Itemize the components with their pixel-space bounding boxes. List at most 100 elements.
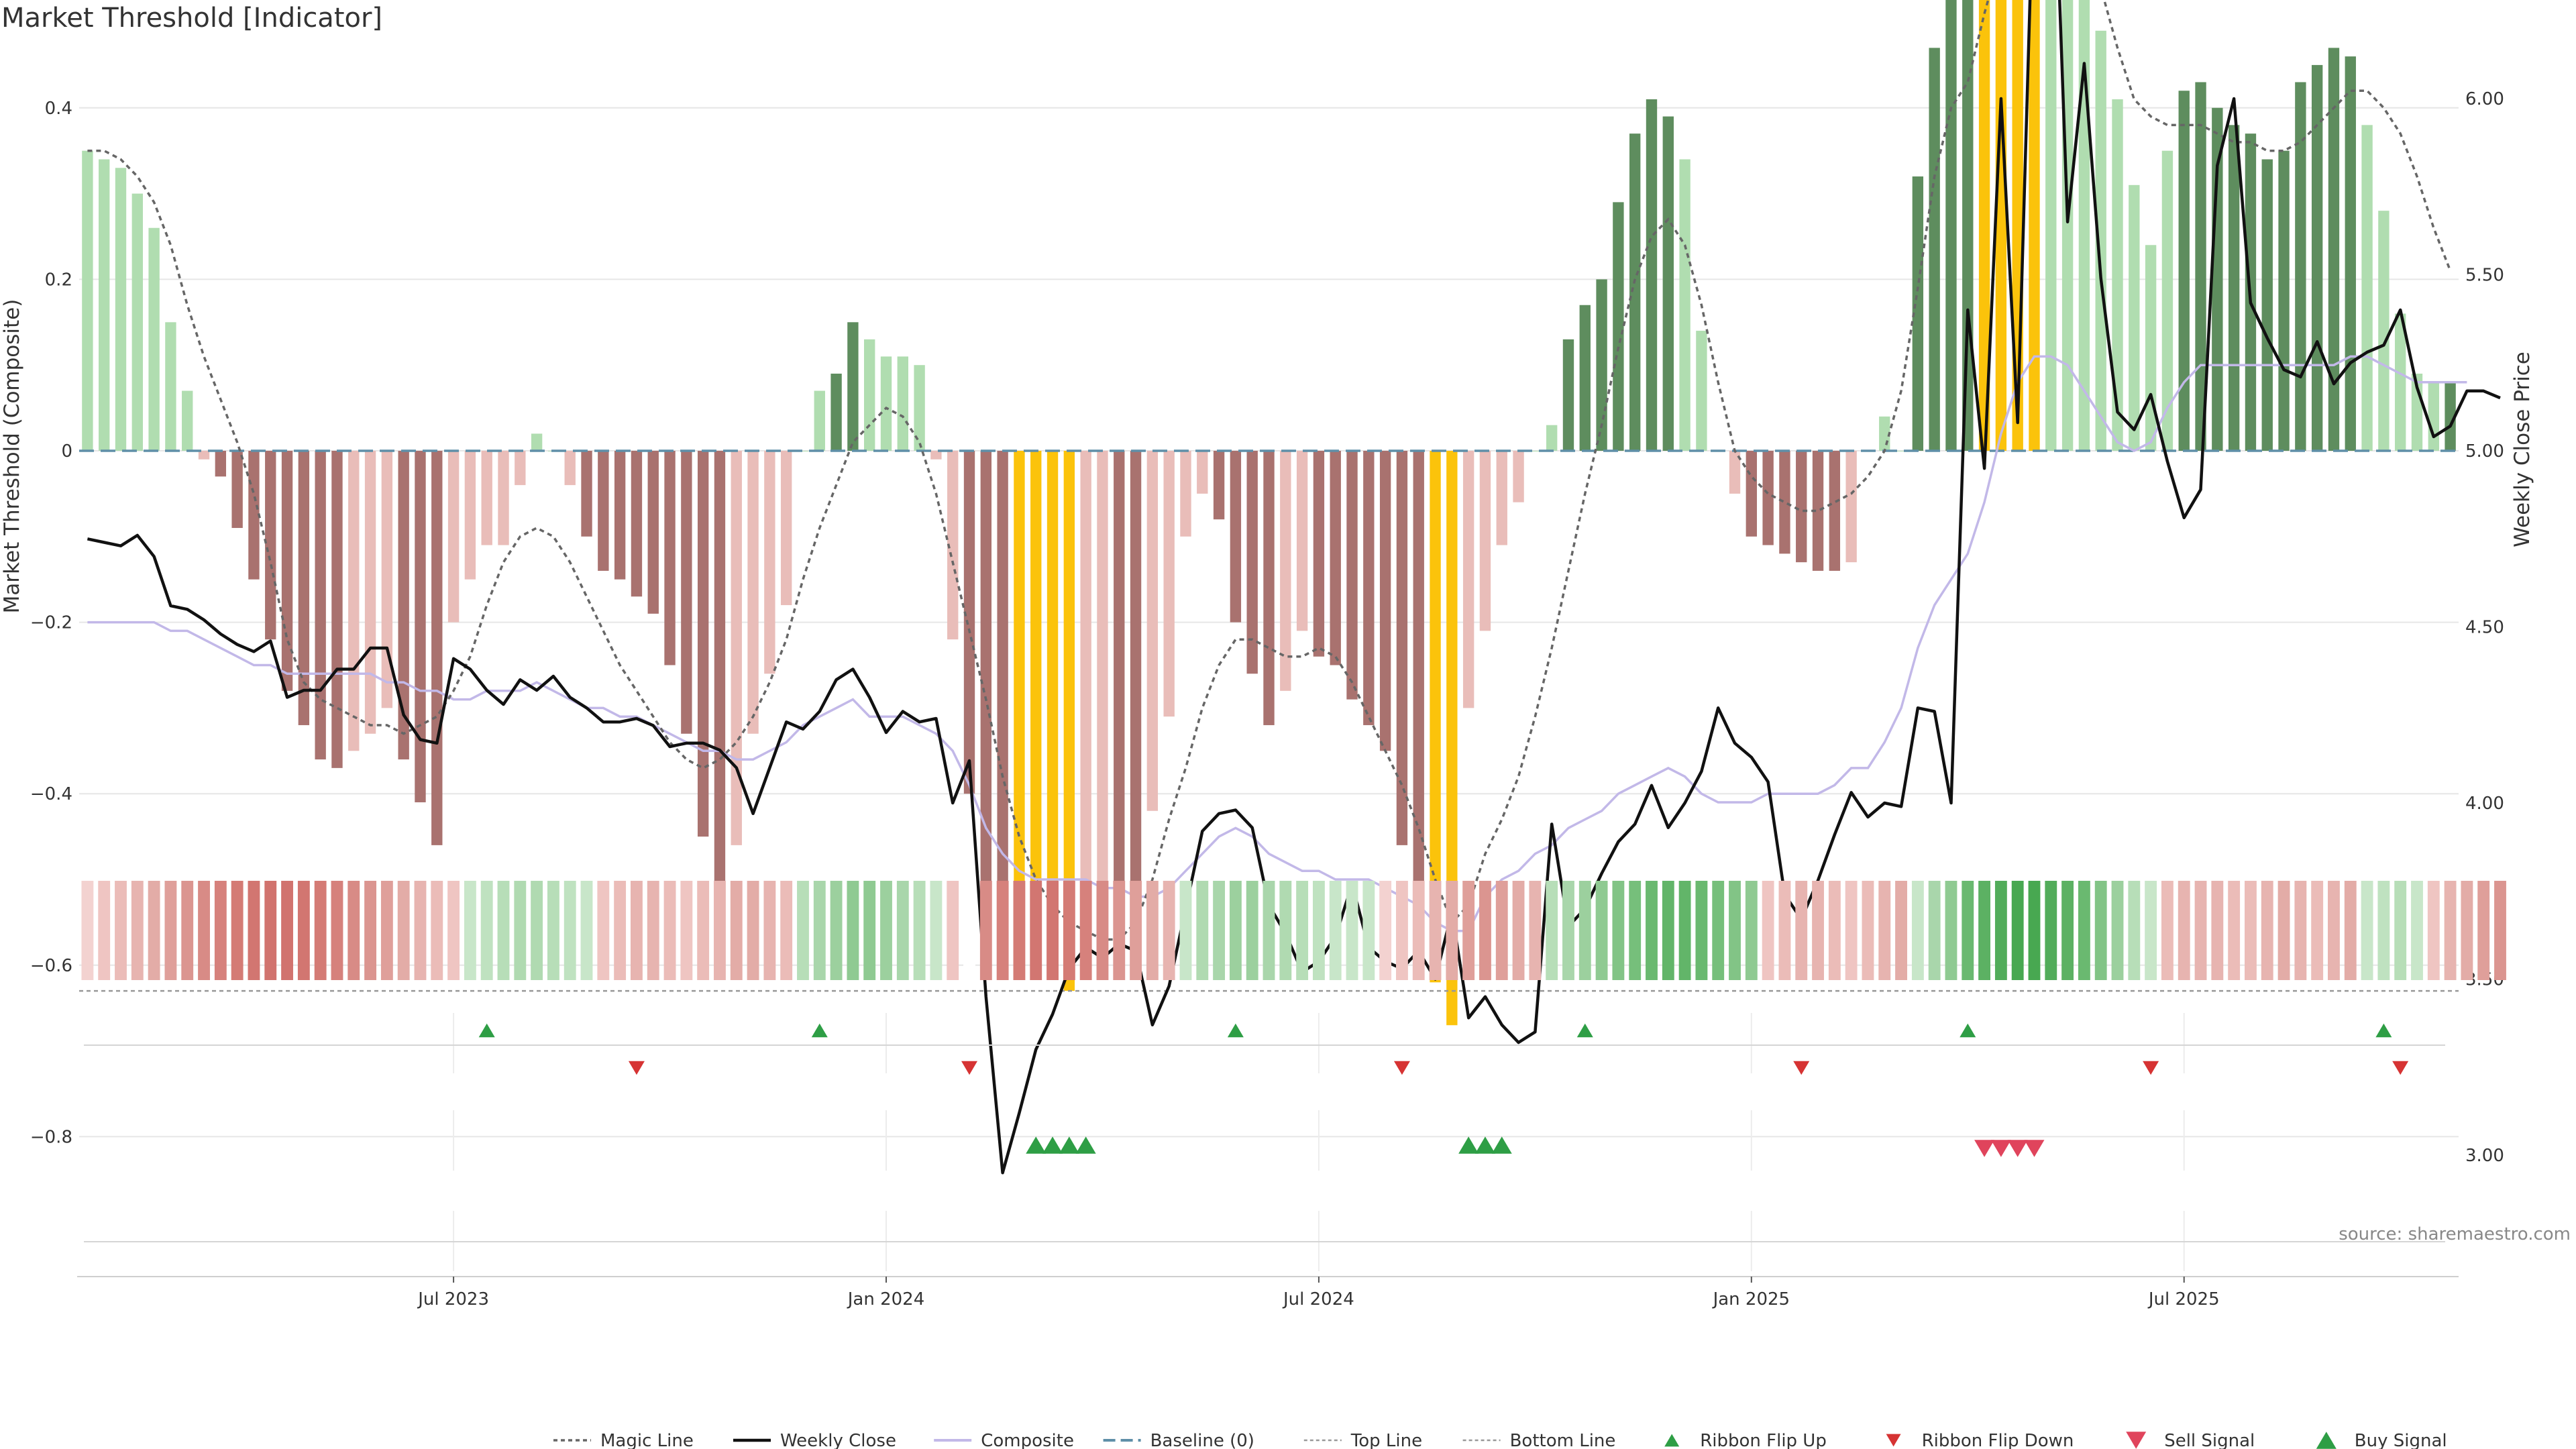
composite-bar [2195, 82, 2206, 451]
composite-bar [131, 193, 144, 451]
ribbon-flip-down-marker [961, 1061, 978, 1075]
ribbon-cell [880, 881, 892, 980]
composite-bar [1679, 159, 1690, 451]
ribbon-cell [1329, 881, 1342, 980]
composite-bar [82, 150, 93, 451]
ribbon-cell [1578, 881, 1591, 980]
ribbon-cell [1312, 881, 1325, 980]
ribbon-cell [1263, 881, 1275, 980]
ribbon-cell [2228, 881, 2241, 980]
ribbon-cell [1229, 881, 1242, 980]
composite-bar [515, 451, 526, 486]
ribbon-flip-down-marker [1793, 1061, 1810, 1075]
ribbon-cell [1911, 881, 1924, 980]
ribbon-cell [131, 881, 144, 980]
ribbon-cell [447, 881, 460, 980]
composite-bar [1496, 451, 1507, 545]
composite-bar [2261, 159, 2273, 451]
legend-label: Ribbon Flip Up [1700, 1431, 1827, 1449]
ribbon-cell [963, 881, 975, 980]
composite-bar [1263, 451, 1275, 725]
ribbon-cell [297, 881, 310, 980]
ribbon-cell [464, 881, 476, 980]
legend-bottom-line: Bottom Line [1462, 1431, 1615, 1449]
composite-bar [1546, 425, 1558, 451]
ribbon-flip-down-marker [2143, 1061, 2159, 1075]
ribbon-cell [1962, 881, 1974, 980]
ribbon-cell [1845, 881, 1858, 980]
composite-bar [464, 451, 476, 580]
composite-bar [2345, 56, 2356, 451]
composite-bar [2029, 0, 2040, 451]
composite-bar [1046, 451, 1059, 974]
legend-baseline: Baseline (0) [1103, 1431, 1254, 1449]
composite-bar [1812, 451, 1824, 571]
buy-signal-marker [1059, 1136, 1079, 1154]
composite-bar [930, 451, 942, 460]
ribbon-cell [714, 881, 726, 980]
ribbon-cell [1246, 881, 1258, 980]
composite-bar [631, 451, 643, 597]
ribbon-cell [314, 881, 327, 980]
ribbon-cell [1562, 881, 1574, 980]
ribbon-cell [1362, 881, 1375, 980]
composite-bar [714, 451, 726, 897]
buy-signal-marker [1042, 1136, 1063, 1154]
ribbon-cell [397, 881, 410, 980]
ribbon-cell [1462, 881, 1475, 980]
ribbon-flip-up-marker [1576, 1023, 1593, 1038]
composite-bar [2228, 125, 2240, 451]
ribbon-cell [663, 881, 676, 980]
ribbon-cell [1712, 881, 1725, 980]
composite-bar [1562, 339, 1574, 451]
legend-label: Magic Line [600, 1431, 694, 1449]
ribbon-cell [2245, 881, 2257, 980]
sell-signal-marker [1990, 1140, 2011, 1157]
ribbon-cell [1346, 881, 1358, 980]
composite-bar [1346, 451, 1358, 700]
ribbon-cell [2194, 881, 2207, 980]
composite-bar [1430, 451, 1441, 983]
ribbon-cell [181, 881, 194, 980]
legend-label: Composite [981, 1431, 1074, 1449]
y2-tick-label: 5.00 [2465, 441, 2504, 462]
composite-bar [897, 356, 908, 451]
composite-bar [531, 433, 543, 451]
source-credit: source: sharemaestro.com [2339, 1224, 2571, 1244]
ribbon-cell [431, 881, 443, 980]
ribbon [81, 881, 2506, 980]
y-tick-label: 0.2 [45, 270, 72, 290]
y2-tick-label: 5.50 [2465, 266, 2504, 286]
composite-bar [415, 451, 426, 802]
composite-bar [697, 451, 709, 837]
composite-bar [1662, 116, 1674, 451]
ribbon-cell [115, 881, 127, 980]
ribbon-cell [1030, 881, 1042, 980]
buy-signal-marker [1458, 1136, 1479, 1154]
composite-bar [1829, 451, 1841, 571]
ribbon-cell [1529, 881, 1542, 980]
composite-bar [581, 451, 592, 537]
x-ticks: Jul 2023 Jan 2024 Jul 2024 Jan 2025 Jul 2025 [417, 1277, 2220, 1309]
ribbon-cell [1479, 881, 1491, 980]
ribbon-cell [1928, 881, 1941, 980]
ribbon-cell [1978, 881, 1991, 980]
ribbon-cell [1146, 881, 1159, 980]
ribbon-cell [564, 881, 576, 980]
ribbon-cell [264, 881, 277, 980]
composite-bar [2445, 382, 2456, 451]
composite-bar [431, 451, 443, 845]
composite-bar [1762, 451, 1774, 545]
composite-bar [2395, 313, 2406, 451]
composite-bar [265, 451, 276, 640]
ribbon-cell [2045, 881, 2057, 980]
ribbon-cell [780, 881, 793, 980]
ribbon-cell [930, 881, 943, 980]
composite-bar [381, 451, 393, 708]
ribbon-cell [847, 881, 859, 980]
composite-bar [1330, 451, 1341, 665]
sell-signal-marker [2024, 1140, 2045, 1157]
ribbon-cell [1429, 881, 1442, 980]
composite-bar [2328, 48, 2340, 451]
composite-bar [481, 451, 492, 545]
